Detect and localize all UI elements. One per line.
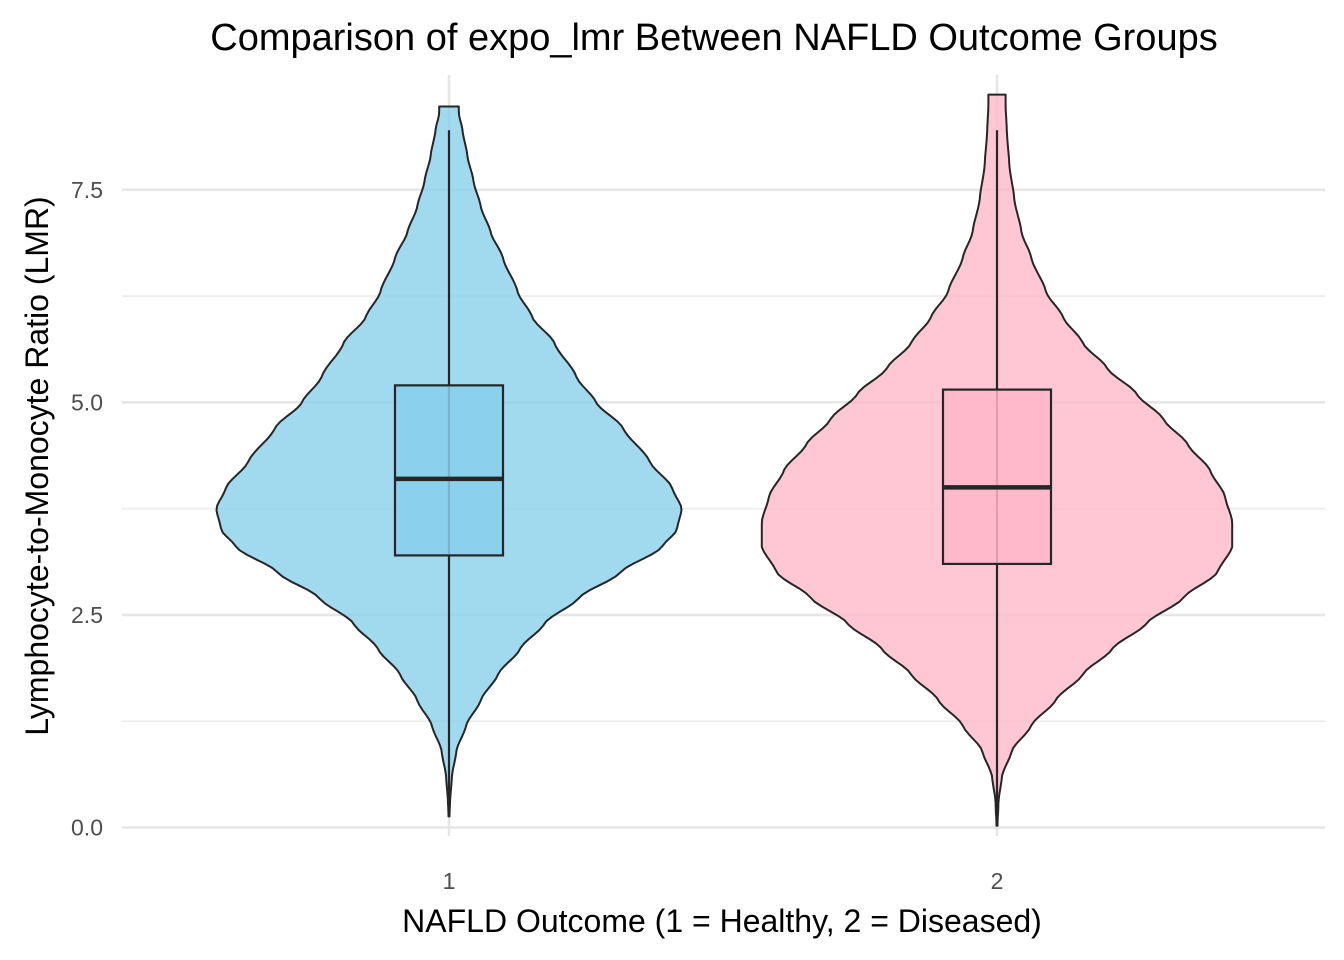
y-tick-labels: 0.0 2.5 5.0 7.5 (71, 177, 103, 841)
y-tick-label: 0.0 (71, 814, 103, 840)
y-tick-label: 2.5 (71, 602, 103, 628)
violin-group (215, 93, 1234, 827)
box-group-2 (941, 388, 1053, 566)
y-tick-label: 7.5 (71, 177, 103, 203)
x-axis-label: NAFLD Outcome (1 = Healthy, 2 = Diseased… (402, 903, 1042, 939)
y-tick-label: 5.0 (71, 389, 103, 415)
box-group-1 (393, 384, 505, 557)
x-tick-label: 1 (443, 868, 456, 894)
chart-title: Comparison of expo_lmr Between NAFLD Out… (210, 17, 1217, 59)
boxplot-group (393, 130, 1053, 824)
x-tick-label: 2 (991, 868, 1004, 894)
y-axis-label: Lymphocyte-to-Monocyte Ratio (LMR) (19, 196, 55, 735)
